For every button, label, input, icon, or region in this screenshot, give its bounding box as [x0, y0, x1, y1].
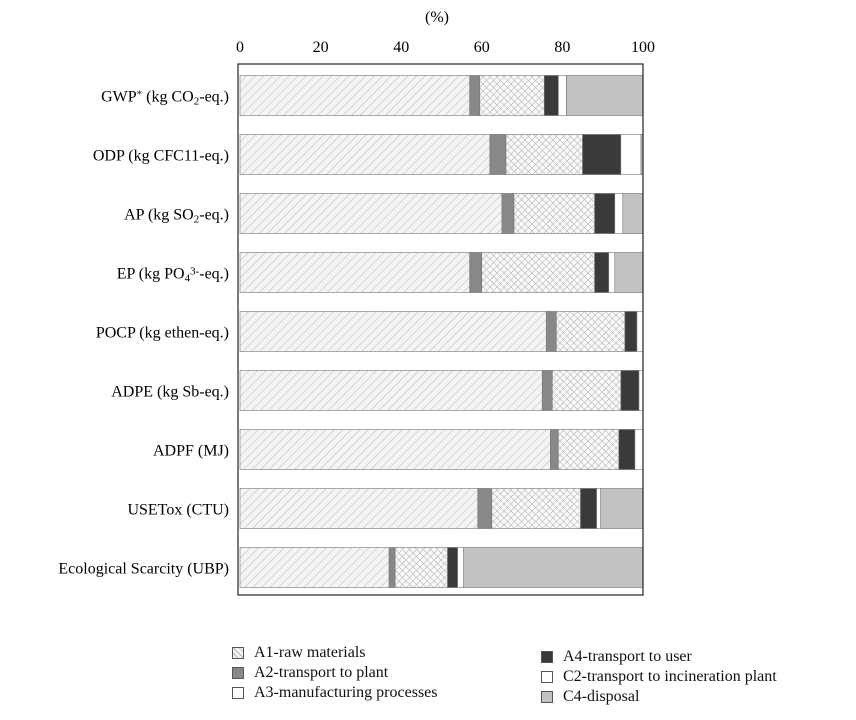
bar-segment	[469, 252, 483, 293]
bar-segment	[457, 547, 464, 588]
category-label: USETox (CTU)	[127, 502, 229, 519]
x-tick-label: 100	[631, 39, 655, 56]
bar-segment	[239, 547, 390, 588]
bar-segment	[447, 547, 458, 588]
bar-segment	[614, 252, 644, 293]
bar-segment	[552, 370, 622, 411]
bar-segment	[545, 311, 557, 352]
category-labels: GWP* (kg CO2-eq.) ODP (kg CFC11-eq.) AP (k…	[58, 88, 229, 577]
x-tick-label: 20	[313, 39, 329, 56]
bar-segment	[622, 193, 644, 234]
category-label: GWP* (kg CO2-eq.)	[101, 88, 229, 108]
bar-segment	[594, 252, 610, 293]
category-label: Ecological Scarcity (UBP)	[58, 561, 229, 578]
bar-segment	[239, 75, 471, 116]
category-label: EP (kg PO43--eq.)	[117, 265, 229, 285]
x-tick-label: 80	[554, 39, 570, 56]
bar-segment	[463, 547, 644, 588]
x-tick-label: 60	[474, 39, 490, 56]
bar-segment	[558, 75, 567, 116]
bar-segment	[239, 370, 543, 411]
bar-segment	[481, 252, 595, 293]
bar-segment	[479, 75, 545, 116]
bar-segment	[477, 488, 493, 529]
bar-segment	[543, 75, 559, 116]
plot-frame	[237, 63, 644, 596]
bar-segment	[624, 311, 638, 352]
bar-segment	[239, 311, 547, 352]
bar-segment	[638, 370, 644, 411]
bar-segment	[618, 429, 636, 470]
category-label: POCP (kg ethen-eq.)	[96, 325, 229, 342]
category-label: ODP (kg CFC11-eq.)	[93, 148, 229, 165]
bar-segment	[620, 370, 640, 411]
bar-segment	[582, 134, 622, 175]
bar-segment	[489, 134, 507, 175]
x-axis-ticks: 0 20 40 60 80 100	[236, 39, 655, 56]
bar-segment	[469, 75, 481, 116]
bar-segment	[239, 252, 471, 293]
bar-segment	[501, 193, 515, 234]
bar-segment	[608, 252, 616, 293]
bar-segment	[550, 429, 559, 470]
x-axis-label: (%)	[425, 9, 449, 26]
bar-segment	[394, 547, 448, 588]
bar-segment	[594, 193, 616, 234]
category-label: AP (kg SO2-eq.)	[124, 207, 229, 226]
bar-segment	[239, 134, 491, 175]
bar-segment	[491, 488, 581, 529]
bar-segments	[239, 75, 644, 588]
x-tick-label: 0	[236, 39, 244, 56]
bar-segment	[505, 134, 583, 175]
bar-segment	[600, 488, 644, 529]
bar-segment	[239, 488, 479, 529]
bar-segment	[388, 547, 396, 588]
bar-segment	[580, 488, 597, 529]
bar-segment	[566, 75, 644, 116]
bar-segment	[239, 429, 551, 470]
bar-segment	[596, 488, 601, 529]
x-tick-label: 40	[393, 39, 409, 56]
category-label: ADPE (kg Sb-eq.)	[111, 384, 229, 401]
bar-segment	[513, 193, 595, 234]
bar-segment	[620, 134, 642, 175]
bar-segment	[636, 311, 644, 352]
bar-segment	[541, 370, 553, 411]
bar-segment	[614, 193, 624, 234]
bar-segment	[239, 193, 503, 234]
bar-segment	[558, 429, 620, 470]
category-label: ADPF (MJ)	[153, 443, 229, 460]
bar-segment	[556, 311, 626, 352]
bar-segment	[634, 429, 644, 470]
